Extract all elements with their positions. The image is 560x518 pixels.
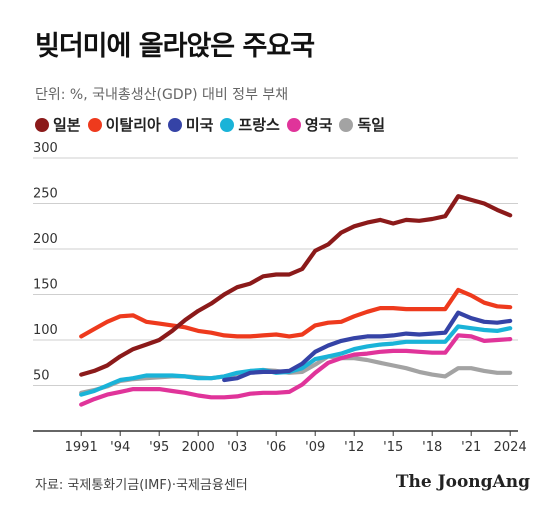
series-line-3 bbox=[79, 324, 513, 397]
x-tick-label: '21 bbox=[461, 440, 481, 455]
legend-label-japan: 일본 bbox=[53, 116, 81, 134]
x-tick-label: '12 bbox=[344, 440, 364, 455]
legend-swatch-uk bbox=[286, 117, 301, 132]
legend-label-uk: 영국 bbox=[304, 116, 333, 134]
series-line-4 bbox=[79, 333, 513, 407]
legend-item-italy: 이탈리아 bbox=[87, 114, 161, 135]
y-tick-label: 50 bbox=[33, 369, 50, 384]
y-tick-label: 100 bbox=[33, 323, 58, 338]
legend-swatch-japan bbox=[35, 117, 49, 132]
publisher-logo: The JoongAng bbox=[395, 472, 530, 492]
legend-label-italy: 이탈리아 bbox=[105, 116, 161, 134]
y-tick-label: 200 bbox=[33, 232, 58, 247]
legend-swatch-usa bbox=[167, 117, 182, 132]
series-line-2 bbox=[222, 310, 513, 383]
legend-item-japan: 일본 bbox=[35, 114, 81, 135]
x-tick-label: '09 bbox=[305, 440, 325, 455]
x-tick-label: '18 bbox=[422, 440, 442, 455]
legend-label-france: 프랑스 bbox=[238, 116, 280, 134]
y-tick-label: 150 bbox=[33, 278, 58, 293]
x-tick-label: 2024 bbox=[494, 440, 527, 455]
legend-swatch-italy bbox=[87, 117, 102, 132]
legend-item-usa: 미국 bbox=[167, 114, 214, 135]
legend-swatch-germany bbox=[339, 117, 354, 132]
legend-item-germany: 독일 bbox=[339, 114, 385, 135]
x-tick-label: 2000 bbox=[182, 440, 215, 455]
chart-subtitle: 단위: %, 국내총생산(GDP) 대비 정부 부채 bbox=[35, 87, 289, 103]
legend-label-usa: 미국 bbox=[185, 116, 214, 134]
x-tick-label: '06 bbox=[266, 440, 286, 455]
y-tick-label: 250 bbox=[33, 187, 58, 202]
source-note: 자료: 국제통화기금(IMF)·국제금융센터 bbox=[35, 478, 248, 493]
x-tick-label: 1991 bbox=[65, 440, 98, 455]
chart-title: 빚더미에 올라앉은 주요국 bbox=[35, 31, 315, 62]
series-line-1 bbox=[79, 287, 513, 339]
y-tick-label: 300 bbox=[33, 141, 58, 156]
x-tick-label: '95 bbox=[149, 440, 169, 455]
series-line-5 bbox=[79, 354, 513, 395]
x-tick-label: '15 bbox=[383, 440, 403, 455]
x-tick-label: '94 bbox=[110, 440, 130, 455]
legend-item-france: 프랑스 bbox=[220, 114, 280, 135]
x-tick-label: '03 bbox=[227, 440, 247, 455]
legend-label-germany: 독일 bbox=[357, 116, 386, 134]
legend-swatch-france bbox=[220, 117, 235, 132]
series-line-0 bbox=[79, 194, 513, 377]
legend-item-uk: 영국 bbox=[286, 114, 333, 135]
chart-legend: 일본 이탈리아 미국 프랑스 영국 독일 bbox=[35, 114, 392, 135]
